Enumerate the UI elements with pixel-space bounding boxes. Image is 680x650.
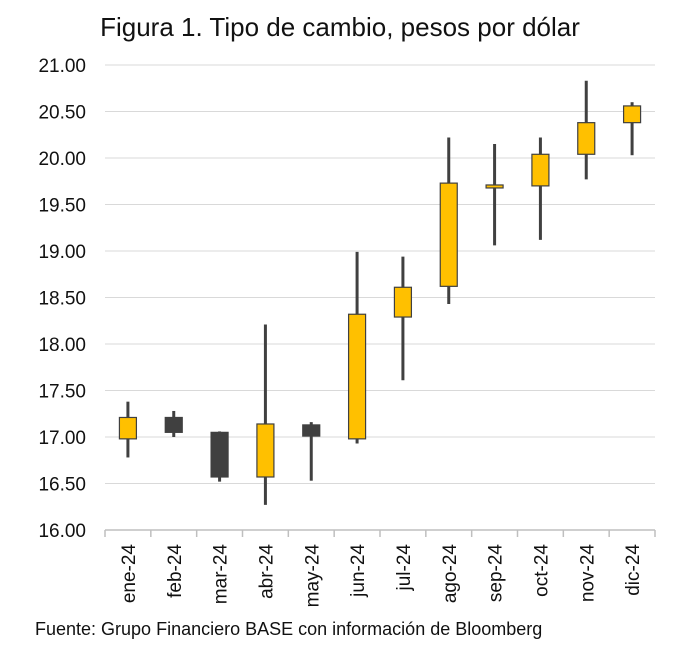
- candle-body: [256, 423, 275, 478]
- x-axis: ene-24 feb-24 mar-24 abr-24 may-24 jun-24 jul-…: [104, 529, 656, 608]
- y-tick-label: 20.50: [38, 103, 86, 124]
- candle-body: [347, 313, 367, 440]
- candles: [118, 80, 642, 505]
- y-tick-label: 18.50: [38, 289, 86, 310]
- y-tick-label: 20.00: [38, 149, 86, 170]
- y-tick-label: 16.50: [38, 475, 86, 496]
- x-tick-label: feb-24: [165, 544, 186, 598]
- x-tick-label: mar-24: [211, 544, 232, 605]
- source-note: Fuente: Grupo Financiero BASE con inform…: [35, 619, 543, 639]
- x-tick-label: oct-24: [531, 544, 552, 597]
- gridlines: [105, 64, 655, 484]
- y-tick-label: 21.00: [38, 56, 86, 77]
- candle-body: [393, 286, 413, 318]
- x-tick-label: ago-24: [440, 544, 461, 604]
- x-tick-label: ene-24: [119, 544, 140, 604]
- x-tick-label: may-24: [302, 544, 323, 608]
- candle-body: [531, 153, 550, 187]
- chart-title: Figura 1. Tipo de cambio, pesos por dóla…: [100, 12, 580, 42]
- y-tick-label: 17.50: [38, 382, 86, 403]
- candle-body: [577, 122, 596, 155]
- candle-body: [302, 424, 321, 437]
- candle-body: [210, 431, 229, 478]
- x-tick-label: sep-24: [486, 544, 507, 603]
- candle-body: [118, 416, 138, 440]
- y-axis: 16.00 16.50 17.00 17.50 18.00 18.50 19.00 19.50…: [38, 56, 86, 542]
- y-tick-label: 19.00: [38, 242, 86, 263]
- y-tick-label: 17.00: [38, 428, 86, 449]
- y-tick-label: 18.00: [38, 335, 86, 356]
- candle-body: [164, 416, 183, 433]
- candle-body: [439, 182, 458, 287]
- x-tick-label: nov-24: [577, 544, 598, 603]
- y-tick-label: 19.50: [38, 196, 86, 217]
- x-tick-label: dic-24: [623, 544, 644, 596]
- x-tick-label: jun-24: [348, 544, 369, 598]
- candle-body: [622, 105, 642, 124]
- x-tick-label: abr-24: [256, 544, 277, 599]
- x-tick-label: jul-24: [394, 544, 415, 592]
- y-tick-label: 16.00: [38, 521, 86, 542]
- candle-body: [485, 184, 504, 189]
